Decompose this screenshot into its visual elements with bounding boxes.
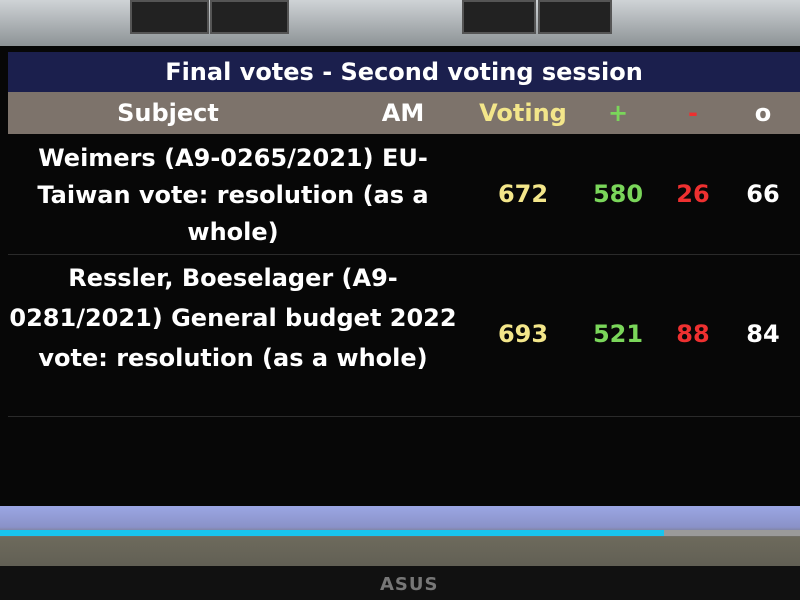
progress-bar <box>0 530 800 536</box>
col-minus: - <box>688 99 698 127</box>
col-abstain: o <box>754 99 772 127</box>
col-subject: Subject <box>117 99 219 127</box>
table-header: Subject AM Voting + - o <box>8 92 800 134</box>
background-monitor <box>538 0 612 34</box>
col-am: AM <box>381 99 425 127</box>
table-row: Ressler, Boeselager (A9-0281/2021) Gener… <box>8 256 800 417</box>
monitor-bezel: ASUS <box>0 566 800 600</box>
brand-logo: ASUS <box>380 574 439 595</box>
col-voting: Voting <box>479 99 567 127</box>
video-feed <box>0 506 800 576</box>
row-abstain: 66 <box>746 180 780 208</box>
table-row: Weimers (A9-0265/2021) EU-Taiwan vote: r… <box>8 136 800 255</box>
row-subject: Weimers (A9-0265/2021) EU-Taiwan vote: r… <box>37 144 429 246</box>
row-voting: 672 <box>497 180 549 208</box>
background-monitor <box>130 0 209 34</box>
row-minus: 88 <box>676 320 710 348</box>
col-plus: + <box>607 99 629 127</box>
page-title: Final votes - Second voting session <box>8 52 800 92</box>
row-plus: 580 <box>592 180 644 208</box>
row-abstain: 84 <box>746 320 780 348</box>
vote-results-screen: Final votes - Second voting session Subj… <box>0 46 800 506</box>
background-monitor <box>462 0 536 34</box>
row-plus: 521 <box>592 320 644 348</box>
progress-fill <box>0 530 664 536</box>
background-room <box>0 0 800 46</box>
row-minus: 26 <box>676 180 710 208</box>
row-subject: Ressler, Boeselager (A9-0281/2021) Gener… <box>9 264 457 372</box>
row-voting: 693 <box>497 320 549 348</box>
background-monitor <box>210 0 289 34</box>
